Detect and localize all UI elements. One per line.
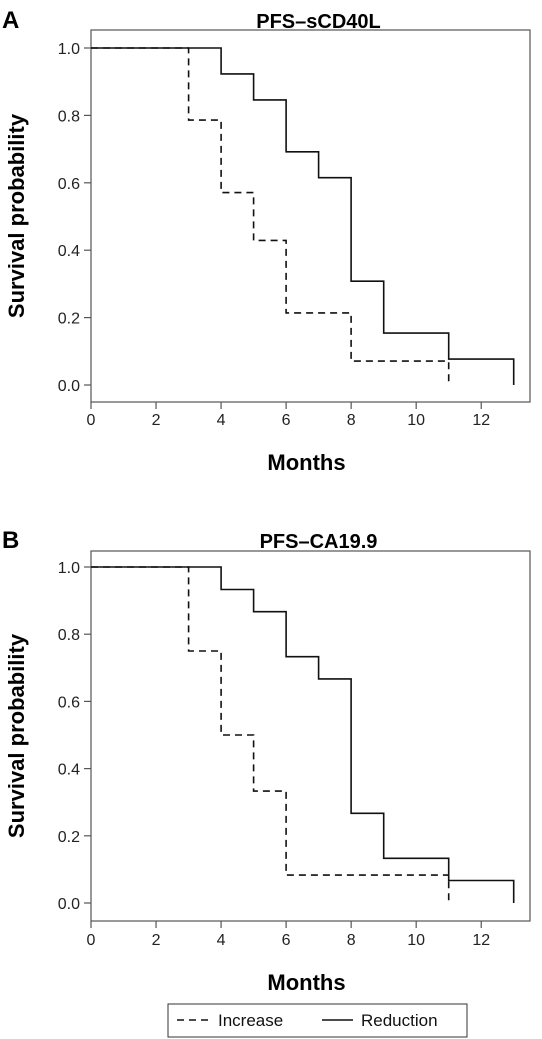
plot-frame [90, 550, 531, 922]
chart-title: PFS–CA19.9 [260, 531, 378, 553]
x-tick-label: 8 [347, 412, 356, 429]
x-tick-label: 8 [347, 932, 356, 949]
panel-letter: B [2, 527, 19, 554]
series-increase-curve [91, 47, 450, 385]
y-tick-label: 0.2 [58, 311, 80, 328]
y-axis-label: Survival probability [4, 633, 29, 838]
x-axis-label: Months [267, 970, 345, 995]
series-increase-curve [91, 566, 450, 903]
panel-letter: A [2, 7, 19, 34]
legend-box [167, 1003, 468, 1038]
legend: Increase Reduction [167, 1003, 468, 1038]
x-tick-label: 10 [407, 932, 425, 949]
x-tick-label: 0 [87, 412, 96, 429]
panel-b: B PFS–CA19.9 0.0 0.2 0.4 0.6 0.8 1.0 0 2 4 6 8 10 12 Mo… [2, 527, 531, 995]
x-tick-label: 6 [282, 412, 291, 429]
y-tick-label: 0.2 [58, 829, 80, 846]
x-tick-label: 12 [472, 412, 490, 429]
y-tick-label: 0.6 [58, 694, 80, 711]
y-tick-label: 1.0 [58, 560, 80, 577]
x-tick-label: 2 [152, 932, 161, 949]
x-tick-label: 10 [407, 412, 425, 429]
chart-title: PFS–sCD40L [256, 11, 381, 33]
x-tick-label: 4 [217, 932, 226, 949]
x-tick-label: 6 [282, 932, 291, 949]
y-tick-label: 0.8 [58, 108, 80, 125]
x-axis-label: Months [267, 450, 345, 475]
y-tick-label: 0.0 [58, 378, 80, 395]
x-tick-label: 0 [87, 932, 96, 949]
panel-a: A PFS–sCD40L 0.0 0.2 0.4 0.6 0.8 1.0 0 2 4 6 8 10 12 Mo… [2, 7, 531, 475]
y-tick-label: 0.8 [58, 627, 80, 644]
y-tick-label: 0.0 [58, 896, 80, 913]
x-tick-label: 4 [217, 412, 226, 429]
y-tick-label: 1.0 [58, 41, 80, 58]
plot-frame [90, 29, 531, 403]
x-tick-label: 12 [472, 932, 490, 949]
series-reduction-curve [91, 47, 515, 385]
x-tick-label: 2 [152, 412, 161, 429]
legend-label-reduction: Reduction [361, 1011, 438, 1030]
legend-label-increase: Increase [218, 1011, 283, 1030]
y-tick-label: 0.4 [58, 762, 80, 779]
series-reduction-curve [91, 566, 515, 903]
y-tick-label: 0.6 [58, 176, 80, 193]
y-tick-label: 0.4 [58, 243, 80, 260]
y-axis-label: Survival probability [4, 113, 29, 318]
